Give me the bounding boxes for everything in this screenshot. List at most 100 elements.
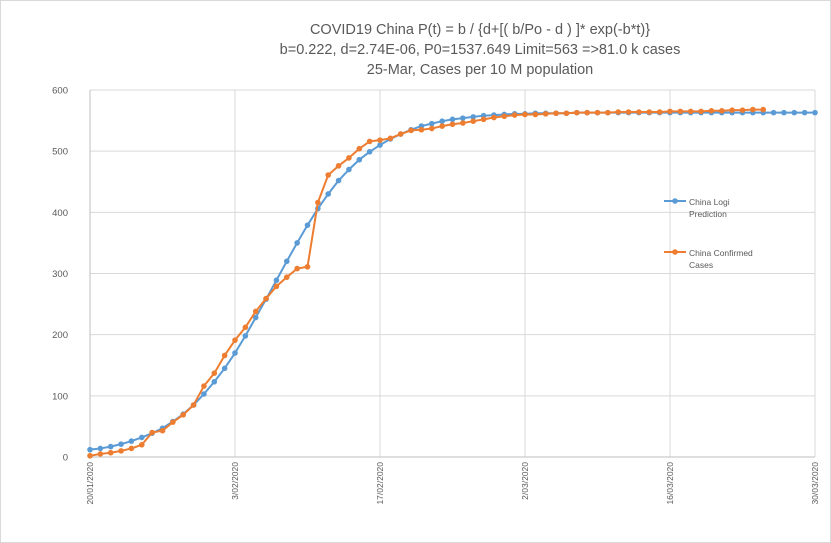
series-line-confirmed — [89, 108, 764, 457]
data-point-confirmed — [397, 131, 404, 137]
data-point-prediction — [283, 258, 290, 265]
data-point-confirmed — [149, 429, 155, 436]
data-point-confirmed — [532, 111, 539, 118]
data-point-confirmed — [211, 370, 218, 377]
data-point-confirmed — [107, 449, 114, 456]
data-point-confirmed — [294, 265, 300, 272]
data-point-prediction — [232, 350, 238, 356]
data-point-prediction — [294, 240, 300, 246]
data-point-confirmed — [470, 118, 477, 124]
data-point-prediction — [346, 166, 352, 173]
data-point-confirmed — [449, 121, 456, 128]
data-point-prediction — [97, 445, 104, 452]
data-point-confirmed — [480, 116, 487, 123]
data-point-prediction — [252, 314, 259, 321]
data-point-prediction — [325, 191, 332, 197]
y-tick-label: 0 — [63, 453, 68, 464]
data-point-confirmed — [708, 107, 715, 114]
data-point-confirmed — [418, 126, 425, 133]
data-point-confirmed — [729, 107, 735, 113]
data-point-confirmed — [750, 106, 756, 113]
data-point-confirmed — [501, 113, 508, 120]
data-point-confirmed — [542, 111, 549, 117]
data-point-confirmed — [87, 452, 93, 459]
x-tick-label: 16/03/2020 — [665, 462, 675, 505]
data-point-confirmed — [159, 427, 166, 434]
data-point-confirmed — [335, 163, 342, 169]
data-point-prediction — [770, 109, 777, 116]
data-point-prediction — [211, 378, 218, 385]
data-point-prediction — [118, 441, 124, 447]
data-point-confirmed — [97, 451, 104, 457]
data-point-confirmed — [667, 108, 673, 115]
data-point-prediction — [781, 109, 787, 116]
data-point-prediction — [366, 148, 373, 155]
x-tick-label: 3/02/2020 — [230, 462, 240, 500]
data-point-confirmed — [263, 295, 269, 302]
data-point-confirmed — [563, 110, 570, 117]
data-point-confirmed — [201, 383, 207, 389]
title-line-3: 25-Mar, Cases per 10 M population — [366, 62, 594, 78]
data-point-confirmed — [325, 172, 332, 178]
data-point-confirmed — [180, 411, 187, 418]
data-point-prediction — [812, 109, 818, 116]
legend-label-confirmed: China Confirmed Cases — [689, 248, 753, 270]
data-point-confirmed — [190, 402, 197, 408]
data-point-confirmed — [118, 448, 124, 454]
data-point-confirmed — [439, 123, 445, 129]
data-point-confirmed — [366, 138, 373, 145]
data-point-confirmed — [460, 120, 466, 126]
data-point-confirmed — [698, 108, 704, 115]
data-point-confirmed — [252, 308, 259, 315]
data-point-confirmed — [315, 199, 321, 206]
data-point-confirmed — [656, 109, 663, 115]
x-tick-label: 20/01/2020 — [85, 462, 95, 505]
data-point-prediction — [356, 156, 363, 163]
data-point-confirmed — [170, 419, 176, 425]
data-point-prediction — [377, 142, 383, 148]
data-point-confirmed — [283, 274, 290, 280]
data-point-confirmed — [615, 109, 622, 115]
data-point-prediction — [273, 277, 280, 284]
data-point-confirmed — [408, 127, 414, 134]
legend-marker-prediction — [672, 198, 678, 204]
data-point-confirmed — [739, 107, 746, 113]
y-tick-label: 100 — [52, 391, 68, 402]
data-point-confirmed — [677, 108, 684, 115]
y-tick-label: 400 — [52, 208, 68, 219]
data-point-prediction — [128, 438, 135, 444]
data-point-confirmed — [594, 109, 601, 116]
title-line-1: COVID19 China P(t) = b / {d+[( b/Po - d … — [309, 22, 651, 38]
data-point-prediction — [449, 116, 456, 123]
x-tick-label: 30/03/2020 — [810, 462, 820, 505]
data-point-confirmed — [232, 337, 238, 343]
data-point-prediction — [221, 365, 228, 372]
data-point-prediction — [439, 118, 445, 124]
data-point-confirmed — [387, 135, 394, 142]
series-line-prediction — [89, 111, 815, 451]
data-point-confirmed — [625, 109, 632, 115]
data-point-prediction — [801, 109, 808, 116]
data-point-confirmed — [138, 441, 145, 448]
data-point-confirmed — [605, 109, 611, 116]
data-point-prediction — [335, 177, 342, 184]
data-point-confirmed — [511, 112, 518, 118]
data-point-confirmed — [221, 352, 228, 359]
data-point-confirmed — [760, 106, 767, 113]
data-point-confirmed — [646, 109, 653, 115]
data-point-confirmed — [636, 109, 642, 115]
x-tick-label: 17/02/2020 — [375, 462, 385, 505]
data-point-prediction — [87, 446, 93, 453]
data-point-confirmed — [553, 110, 559, 117]
legend-marker-confirmed — [672, 249, 678, 255]
y-tick-label: 500 — [52, 147, 68, 158]
data-point-prediction — [107, 443, 114, 450]
data-point-confirmed — [428, 125, 435, 132]
data-point-prediction — [201, 391, 207, 397]
y-tick-label: 600 — [52, 86, 68, 97]
data-point-confirmed — [377, 137, 383, 143]
data-point-prediction — [791, 109, 798, 116]
chart-title: COVID19 China P(t) = b / {d+[( b/Po - d … — [180, 20, 780, 80]
data-point-confirmed — [128, 445, 135, 452]
